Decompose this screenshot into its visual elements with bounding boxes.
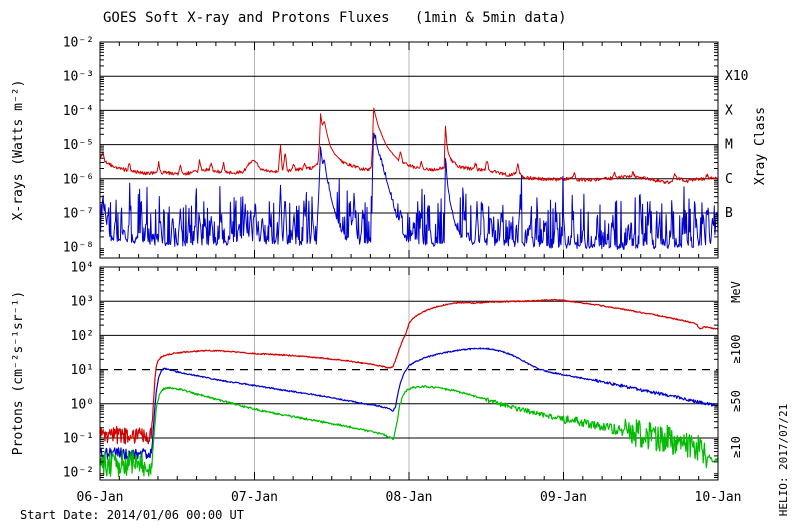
y-tick-label: 10⁰	[71, 397, 94, 412]
series-xray-short-05-4A	[99, 132, 719, 250]
y-tick-label: 10⁻⁵	[63, 138, 94, 153]
y-tick-label: 10⁻⁷	[63, 207, 94, 222]
y-tick-label: 10⁻⁸	[63, 241, 94, 256]
start-date-label: Start Date: 2014/01/06 00:00 UT	[20, 508, 244, 522]
series-protons-ge10MeV	[99, 298, 719, 445]
x-tick-label: 09-Jan	[540, 490, 587, 505]
mev-label-ge100: ≥100	[729, 335, 743, 364]
y-tick-label: 10⁻²	[63, 36, 94, 51]
series-protons-ge100MeV	[99, 385, 719, 477]
xray-class-m-label: M	[725, 138, 733, 153]
y-tick-label: 10⁻⁴	[63, 104, 94, 119]
y-tick-label: 10⁻²	[63, 466, 94, 481]
y-tick-label: 10⁻¹	[63, 432, 94, 447]
mev-label-ge50: ≥50	[729, 390, 743, 412]
y-tick-label: 10¹	[71, 363, 94, 378]
y-tick-label: 10²	[71, 329, 94, 344]
x-tick-label: 08-Jan	[386, 490, 433, 505]
helio-watermark: HELIO: 2017/07/21	[777, 404, 790, 517]
x-tick-label: 06-Jan	[77, 490, 124, 505]
y-tick-label: 10⁴	[71, 261, 94, 276]
y-tick-label: 10⁻³	[63, 70, 94, 85]
tick-labels-layer: 10⁻² 10⁻³ 10⁻⁴ 10⁻⁵ 10⁻⁶ 10⁻⁷ 10⁻⁸ X10 X M C B 10⁴ 10…	[63, 36, 749, 506]
chart-title: GOES Soft X-ray and Protons Fluxes (1min…	[103, 10, 567, 26]
xray-y-axis-label: X-rays (Watts m⁻²)	[11, 80, 26, 221]
xray-class-x10-label: X10	[725, 69, 748, 84]
xray-class-c-label: C	[725, 172, 733, 187]
series-xray-long-1-8A	[99, 107, 719, 185]
axes-frame-layer	[99, 41, 719, 481]
x-tick-label: 07-Jan	[231, 490, 278, 505]
proton-y-axis-label: Protons (cm⁻²s⁻¹sr⁻¹)	[11, 291, 26, 455]
series-protons-ge50MeV	[99, 347, 719, 460]
mev-label-MeV: MeV	[729, 281, 743, 303]
y-tick-label: 10⁻⁶	[63, 172, 94, 187]
x-tick-label: 10-Jan	[695, 490, 742, 505]
y-tick-label: 10³	[71, 295, 94, 310]
xray-class-x-label: X	[725, 103, 733, 118]
xray-class-b-label: B	[725, 206, 733, 221]
gridlines-layer	[100, 42, 718, 480]
xray-class-axis-label: Xray Class	[753, 107, 768, 185]
mev-label-ge10: ≥10	[729, 436, 743, 458]
data-series-layer	[99, 107, 719, 477]
